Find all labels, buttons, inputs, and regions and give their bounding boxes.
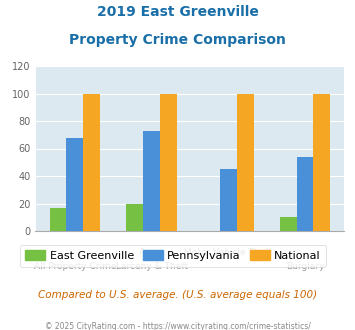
Text: Motor Vehicle Theft: Motor Vehicle Theft xyxy=(184,248,272,257)
Bar xyxy=(66,138,83,231)
Text: 2019 East Greenville: 2019 East Greenville xyxy=(97,5,258,19)
Bar xyxy=(237,93,253,231)
Bar xyxy=(50,208,66,231)
Bar xyxy=(83,93,100,231)
Bar xyxy=(280,217,296,231)
Bar xyxy=(296,157,313,231)
Bar xyxy=(220,169,237,231)
Bar xyxy=(126,204,143,231)
Text: Compared to U.S. average. (U.S. average equals 100): Compared to U.S. average. (U.S. average … xyxy=(38,290,317,300)
Bar xyxy=(313,93,330,231)
Text: All Property Crime: All Property Crime xyxy=(34,262,116,271)
Text: Arson: Arson xyxy=(139,248,164,257)
Text: Larceny & Theft: Larceny & Theft xyxy=(115,262,188,271)
Text: Property Crime Comparison: Property Crime Comparison xyxy=(69,33,286,47)
Bar xyxy=(160,93,177,231)
Bar xyxy=(143,131,160,231)
Text: Burglary: Burglary xyxy=(286,262,324,271)
Text: © 2025 CityRating.com - https://www.cityrating.com/crime-statistics/: © 2025 CityRating.com - https://www.city… xyxy=(45,322,310,330)
Legend: East Greenville, Pennsylvania, National: East Greenville, Pennsylvania, National xyxy=(20,245,327,267)
